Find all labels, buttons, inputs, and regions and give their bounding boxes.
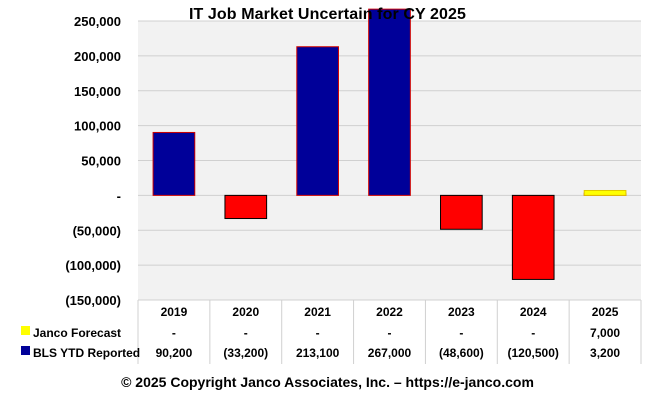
bar-bls-2024 xyxy=(511,194,555,280)
data-table: 2019 2020 2021 2022 2023 2024 2025 Janco Foreca… xyxy=(21,299,642,364)
table-cell: - xyxy=(388,326,392,340)
x-tick-label: 2020 xyxy=(232,305,259,319)
table-cell: 90,200 xyxy=(156,346,193,360)
table-cell: - xyxy=(316,326,320,340)
table-cell: - xyxy=(172,326,176,340)
bar-bls-2021 xyxy=(296,46,339,196)
y-axis: 250,000 200,000 150,000 100,000 50,000 - (50,0… xyxy=(65,14,121,308)
table-cell: 3,200 xyxy=(590,346,620,360)
y-tick-label: - xyxy=(117,188,121,203)
table-cell: - xyxy=(459,326,463,340)
x-tick-label: 2021 xyxy=(304,305,331,319)
y-tick-label: (50,000) xyxy=(73,223,121,238)
x-tick-label: 2024 xyxy=(520,305,547,319)
x-tick-label: 2019 xyxy=(161,305,188,319)
x-tick-label: 2025 xyxy=(592,305,619,319)
bar-bls-2022 xyxy=(368,8,411,196)
table-cell: - xyxy=(244,326,248,340)
bar-bls-2020 xyxy=(224,194,268,220)
y-tick-label: (150,000) xyxy=(65,293,121,308)
table-cell: (120,500) xyxy=(508,346,559,360)
chart-title: IT Job Market Uncertain for CY 2025 xyxy=(188,6,467,23)
table-cell: (48,600) xyxy=(439,346,484,360)
legend-entry: Janco Forecast xyxy=(33,326,121,340)
legend-key xyxy=(21,326,30,335)
table-cell: - xyxy=(531,326,535,340)
y-tick-label: 50,000 xyxy=(81,154,121,169)
y-tick-label: (100,000) xyxy=(65,258,121,273)
x-tick-label: 2023 xyxy=(448,305,475,319)
table-cell: 7,000 xyxy=(590,326,620,340)
table-cell: 267,000 xyxy=(368,346,412,360)
legend-entry: BLS YTD Reported xyxy=(33,346,140,360)
copyright-footer: © 2025 Copyright Janco Associates, Inc. … xyxy=(121,374,534,390)
bar-bls-2019 xyxy=(152,131,196,196)
table-cell: (33,200) xyxy=(223,346,268,360)
y-tick-label: 200,000 xyxy=(74,49,121,64)
y-tick-label: 100,000 xyxy=(74,119,121,134)
legend-key xyxy=(21,346,30,355)
bar-bls-2023 xyxy=(440,194,483,230)
table-cell: 213,100 xyxy=(296,346,340,360)
y-tick-label: 150,000 xyxy=(74,84,121,99)
bar-janco-2025 xyxy=(583,189,627,196)
y-tick-label: 250,000 xyxy=(74,14,121,29)
x-tick-label: 2022 xyxy=(376,305,403,319)
bars xyxy=(152,8,627,280)
